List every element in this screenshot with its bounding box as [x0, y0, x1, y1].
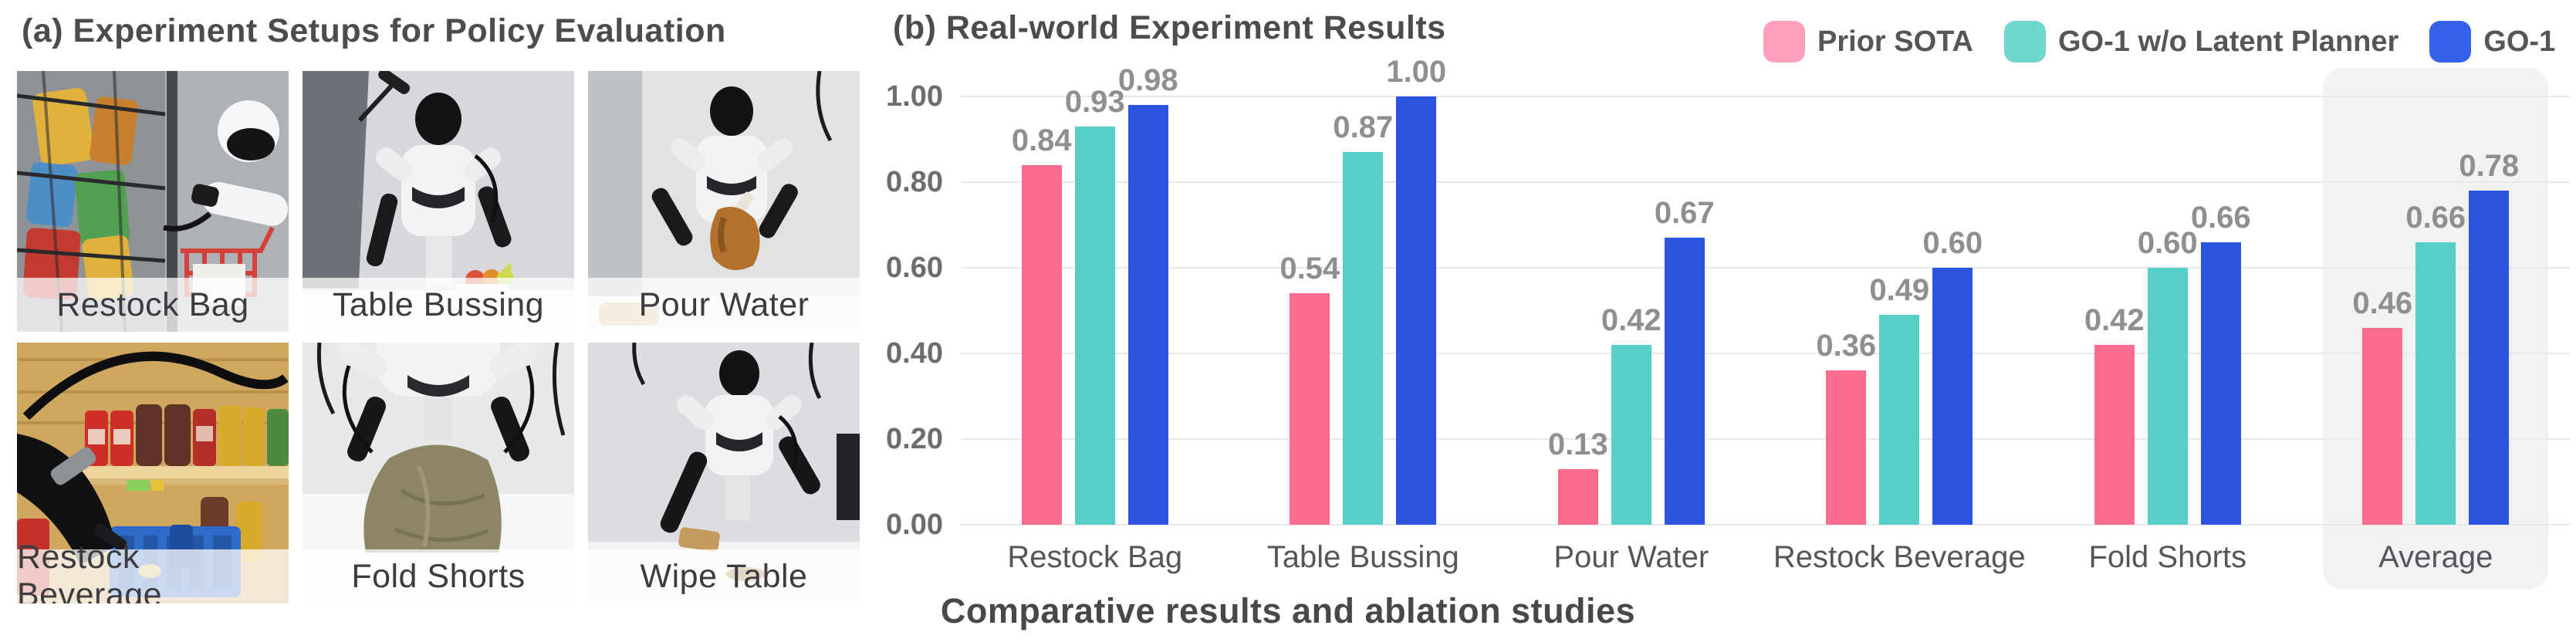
legend-item: GO-1 [2429, 21, 2555, 63]
x-category-label: Pour Water [1553, 540, 1709, 574]
bar-value-label: 0.60 [2137, 226, 2198, 260]
bar-prior-sota: 0.84 [1012, 123, 1072, 525]
photo-label-restock-bag: Restock Bag [17, 278, 289, 332]
bar-prior-sota: 0.54 [1280, 252, 1340, 525]
y-tick-label: 0.60 [886, 252, 943, 284]
bar-value-label: 0.49 [1869, 273, 1930, 308]
bar-prior-sota: 0.46 [2352, 286, 2412, 525]
bar-go-1: 0.67 [1655, 196, 1715, 525]
grid-line [961, 267, 2570, 269]
grid-line [961, 181, 2570, 183]
bar-value-label: 0.13 [1547, 427, 1608, 461]
y-tick-label: 0.80 [886, 166, 943, 198]
bar-value-label: 0.67 [1654, 196, 1715, 231]
bar-value-label: 0.36 [1816, 329, 1877, 363]
photo-label-pour-water: Pour Water [588, 278, 860, 332]
photo-restock-bag: Restock Bag [17, 71, 289, 332]
bar-value-label: 0.42 [2084, 302, 2145, 337]
bar-value-label: 1.00 [1386, 55, 1447, 89]
bar-go-1: 0.60 [1922, 226, 1983, 525]
photo-label-restock-beverage: Restock Beverage [17, 539, 289, 603]
bar-go-1-w/o-latent-planner: 0.49 [1869, 273, 1929, 525]
legend-swatch [2004, 21, 2046, 63]
y-tick-label: 0.00 [886, 509, 943, 541]
bar-value-label: 0.66 [2405, 200, 2466, 235]
legend-label: GO-1 [2483, 25, 2556, 58]
bar-value-label: 0.84 [1011, 123, 1072, 157]
legend-label: GO-1 w/o Latent Planner [2058, 25, 2399, 58]
bar-value-label: 0.98 [1117, 63, 1178, 98]
grid-line [961, 524, 2570, 525]
bar-prior-sota: 0.36 [1816, 329, 1876, 525]
legend-swatch [2429, 21, 2472, 63]
x-category-label: Restock Bag [1007, 540, 1183, 574]
bar-group-restock-beverage: 0.36 0.49 0.60 [1766, 96, 2034, 525]
bar-value-label: 0.60 [1922, 226, 1983, 260]
bar-group-pour-water: 0.13 0.42 0.67 [1497, 96, 1766, 525]
bar-group-average: 0.46 0.66 0.78 [2302, 96, 2571, 525]
y-tick-label: 0.40 [886, 337, 943, 370]
bar-group-table-bussing: 0.54 0.87 1.00 [1229, 55, 1498, 525]
photo-restock-beverage: Restock Beverage [17, 343, 289, 603]
photo-table-bussing: Table Bussing [303, 71, 574, 332]
bar-go-1: 0.66 [2191, 201, 2251, 525]
legend-item: GO-1 w/o Latent Planner [2004, 21, 2399, 63]
x-category-label: Restock Beverage [1773, 540, 2026, 574]
bar-go-1-w/o-latent-planner: 0.42 [1601, 303, 1662, 525]
panel-b-title: (b) Real-world Experiment Results [893, 9, 1446, 46]
photo-label-fold-shorts: Fold Shorts [303, 549, 574, 603]
legend-label: Prior SOTA [1817, 25, 1973, 58]
bar-prior-sota: 0.42 [2084, 303, 2145, 525]
chart-legend: Prior SOTA GO-1 w/o Latent Planner GO-1 [1763, 21, 2555, 63]
bar-value-label: 0.87 [1333, 110, 1394, 145]
bar-go-1-w/o-latent-planner: 0.87 [1333, 110, 1393, 525]
photo-label-table-bussing: Table Bussing [303, 278, 574, 332]
photo-label-wipe-table: Wipe Table [588, 549, 860, 603]
grid-line [961, 353, 2570, 354]
x-category-label: Fold Shorts [2088, 540, 2247, 574]
legend-item: Prior SOTA [1763, 21, 1973, 63]
grid-line [961, 96, 2570, 97]
bar-go-1: 0.78 [2459, 149, 2519, 525]
bar-go-1-w/o-latent-planner: 0.66 [2405, 201, 2466, 525]
bar-go-1: 1.00 [1386, 55, 1446, 525]
photo-pour-water: Pour Water [588, 71, 860, 332]
bar-value-label: 0.54 [1280, 252, 1340, 286]
bar-go-1: 0.98 [1118, 63, 1178, 525]
bar-go-1-w/o-latent-planner: 0.93 [1065, 85, 1125, 525]
bar-value-label: 0.66 [2190, 200, 2251, 235]
bar-value-label: 0.42 [1601, 302, 1662, 337]
bar-go-1-w/o-latent-planner: 0.60 [2138, 226, 2198, 525]
bar-prior-sota: 0.13 [1548, 427, 1608, 525]
grid-line [961, 438, 2570, 440]
bar-group-restock-bag: 0.84 0.93 0.98 [961, 63, 1229, 525]
bar-value-label: 0.46 [2352, 286, 2413, 320]
x-category-label: Average [2378, 540, 2493, 574]
experiment-photo-grid: Restock Bag [17, 71, 860, 603]
y-tick-label: 1.00 [886, 80, 943, 113]
photo-fold-shorts: Fold Shorts [303, 343, 574, 603]
figure-caption: Comparative results and ablation studies [940, 591, 1636, 630]
photo-restock-bag-illustration [17, 71, 289, 332]
y-tick-label: 0.20 [886, 423, 943, 455]
x-category-label: Table Bussing [1266, 540, 1459, 574]
panel-a-title: (a) Experiment Setups for Policy Evaluat… [22, 12, 726, 49]
bar-value-label: 0.78 [2459, 149, 2520, 184]
legend-swatch [1763, 21, 1805, 63]
photo-wipe-table: Wipe Table [588, 343, 860, 603]
bar-group-fold-shorts: 0.42 0.60 0.66 [2033, 96, 2302, 525]
bar-value-label: 0.93 [1064, 84, 1125, 119]
